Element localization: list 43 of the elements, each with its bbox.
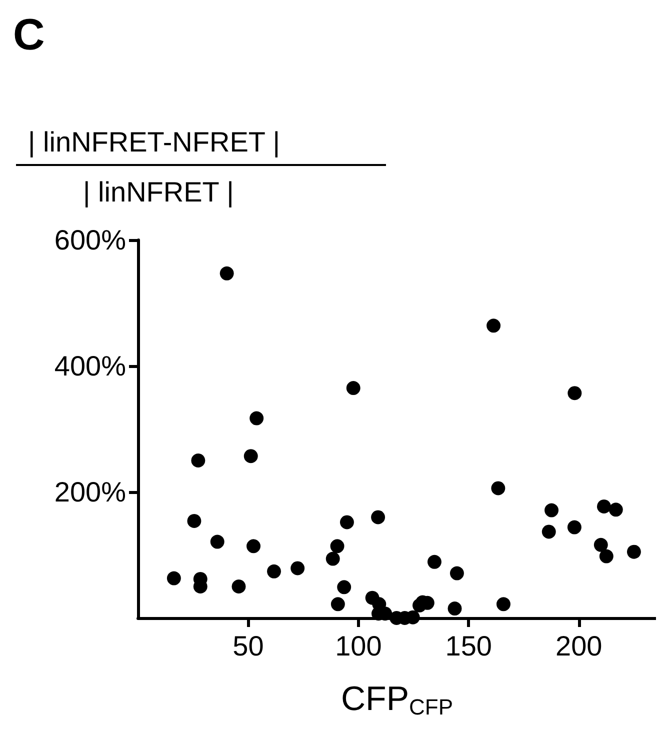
x-tick-label: 150: [445, 630, 492, 662]
point: [427, 554, 442, 569]
point: [608, 502, 623, 517]
y-tick-label: 200%: [54, 476, 126, 508]
point: [337, 580, 352, 594]
y-tick-label: 400%: [54, 350, 126, 382]
point: [371, 510, 386, 524]
x-tick-label: 200: [555, 630, 602, 662]
point: [491, 481, 506, 496]
point: [232, 580, 246, 594]
y-tick-label: 600%: [54, 224, 126, 256]
x-tick-label: 50: [232, 630, 264, 662]
point: [496, 597, 510, 612]
point: [187, 514, 202, 528]
point: [330, 597, 345, 612]
point: [626, 544, 641, 559]
point: [596, 499, 611, 514]
point: [246, 539, 261, 554]
point: [250, 411, 264, 426]
point: [267, 564, 282, 578]
point: [330, 539, 344, 554]
point: [210, 534, 224, 549]
point: [244, 449, 258, 464]
y-axis-title: | linNFRET-NFRET | | linNFRET |: [28, 126, 280, 208]
point: [594, 538, 608, 552]
point: [290, 561, 305, 576]
point: [544, 503, 559, 518]
chart-title: C: [13, 10, 45, 60]
point: [542, 524, 556, 539]
point: [450, 566, 464, 580]
point: [340, 515, 354, 530]
point: [568, 386, 582, 400]
point: [220, 266, 234, 280]
point: [567, 520, 582, 534]
point: [326, 552, 340, 566]
point: [346, 381, 360, 396]
point: [486, 318, 501, 333]
point: [191, 454, 206, 468]
x-tick-label: 100: [335, 630, 382, 662]
point: [412, 598, 426, 612]
point: [599, 549, 614, 564]
point: [166, 571, 181, 586]
point: [448, 602, 462, 616]
